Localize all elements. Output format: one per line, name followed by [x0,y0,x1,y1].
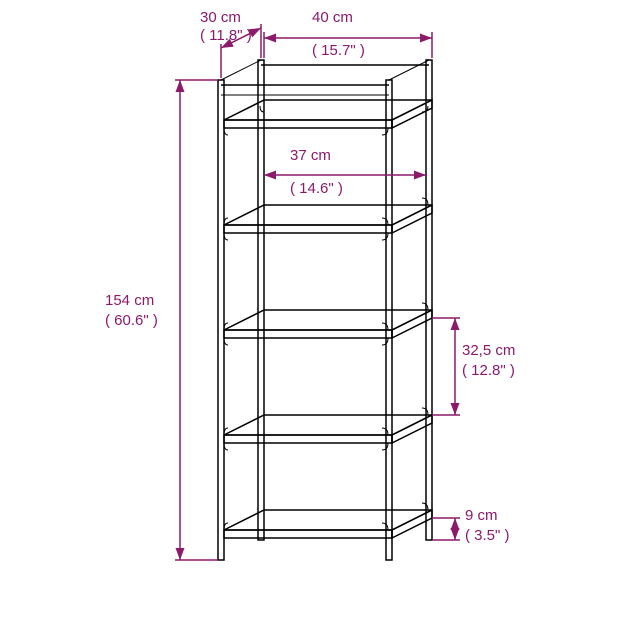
shelf-gap-in-label: ( 12.8" ) [462,362,515,379]
dimension-inner-width: 37 cm ( 14.6" ) [264,147,426,197]
shelf-unit [218,60,432,560]
shelf-gap-cm-label: 32,5 cm [462,342,515,359]
dimension-bottom-gap: 9 cm ( 3.5" ) [432,507,510,544]
inner-width-in-label: ( 14.6" ) [290,180,343,197]
shelf-level [224,198,432,240]
shelf-level [224,100,432,135]
inner-width-cm-label: 37 cm [290,147,331,164]
height-in-label: ( 60.6" ) [105,312,158,329]
height-cm-label: 154 cm [105,292,154,309]
dimension-height: 154 cm ( 60.6" ) [105,80,218,560]
dimension-shelf-gap: 32,5 cm ( 12.8" ) [432,318,515,415]
shelf-level [224,503,432,538]
depth-in-label: ( 11.8" ) [200,27,252,44]
depth-cm-label: 30 cm [200,9,241,26]
shelf-level [224,303,432,345]
dimension-diagram: 30 cm ( 11.8" ) 40 cm ( 15.7" ) 37 cm ( … [0,0,620,620]
dimension-depth: 30 cm ( 11.8" ) [200,9,261,78]
dimension-width: 40 cm ( 15.7" ) [264,9,432,59]
width-cm-label: 40 cm [312,9,353,26]
bottom-gap-in-label: ( 3.5" ) [465,527,510,544]
bottom-gap-cm-label: 9 cm [465,507,498,524]
width-in-label: ( 15.7" ) [312,42,365,59]
shelf-level [224,408,432,450]
